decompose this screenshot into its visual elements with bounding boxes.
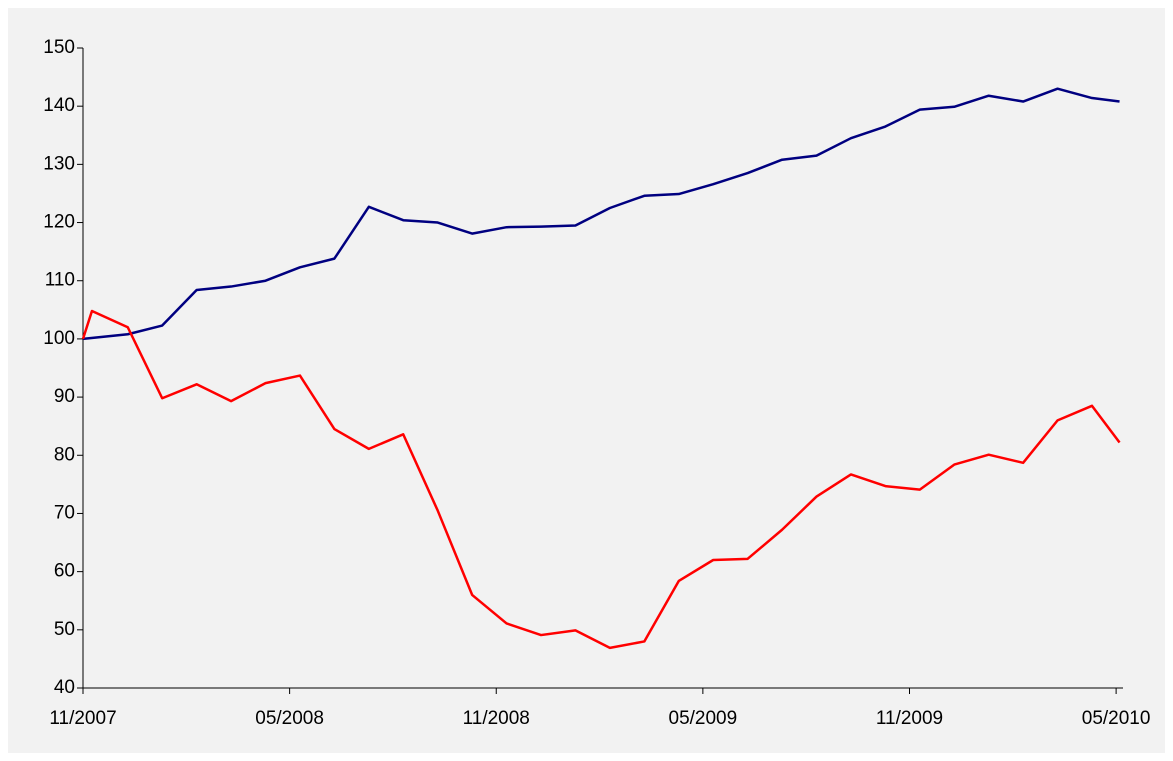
y-tick-label: 150 bbox=[43, 37, 75, 58]
y-tick-label: 90 bbox=[54, 386, 75, 407]
y-tick-label: 100 bbox=[43, 328, 75, 349]
y-tick-label: 80 bbox=[54, 444, 75, 465]
y-tick-label: 70 bbox=[54, 502, 75, 523]
x-tick-label: 11/2007 bbox=[49, 708, 116, 729]
y-tick-label: 50 bbox=[54, 619, 75, 640]
y-tick-label: 120 bbox=[43, 212, 75, 233]
x-tick-label: 11/2008 bbox=[463, 708, 530, 729]
x-tick-label: 05/2010 bbox=[1082, 708, 1151, 729]
x-tick-label: 11/2009 bbox=[876, 708, 943, 729]
x-tick-label: 05/2008 bbox=[255, 708, 324, 729]
chart-background bbox=[8, 8, 1165, 753]
y-tick-label: 60 bbox=[54, 561, 75, 582]
y-tick-label: 110 bbox=[45, 270, 75, 291]
x-tick-label: 05/2009 bbox=[669, 708, 738, 729]
y-tick-label: 140 bbox=[43, 95, 75, 116]
y-tick-label: 40 bbox=[54, 677, 75, 698]
series-line bbox=[81, 309, 1121, 650]
series-line bbox=[82, 87, 1120, 341]
y-tick-label: 130 bbox=[43, 153, 75, 174]
